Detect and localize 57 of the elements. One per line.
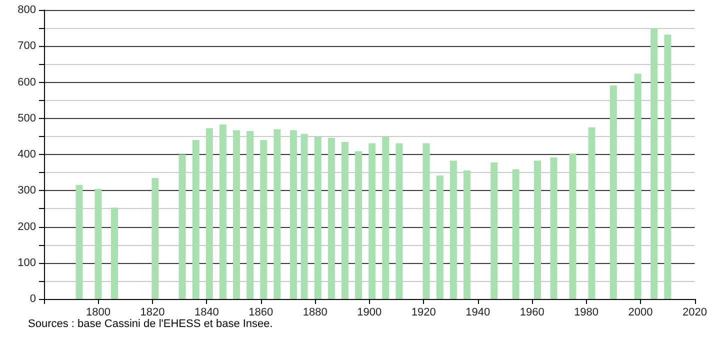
y-tick-label: 800: [18, 4, 36, 16]
bar: [246, 131, 254, 299]
bar: [490, 162, 498, 299]
bar: [610, 86, 617, 299]
y-tick-label: 0: [30, 293, 36, 305]
bar: [450, 160, 457, 299]
y-tick-label: 700: [18, 40, 36, 52]
bar: [111, 208, 118, 299]
y-tick-label: 300: [18, 184, 36, 197]
x-tick-label: 1980: [574, 306, 599, 318]
x-tick-label: 1840: [194, 306, 219, 318]
bar: [290, 130, 297, 299]
bar: [634, 74, 642, 299]
bar: [152, 178, 159, 299]
y-tick-label: 600: [18, 76, 36, 88]
x-tick-label: 2020: [682, 306, 708, 318]
bar: [328, 138, 335, 299]
bar: [368, 143, 376, 299]
bar: [550, 157, 558, 299]
x-tick-label: 1920: [411, 306, 436, 318]
bar: [300, 134, 308, 299]
bar: [274, 129, 281, 299]
bar: [463, 170, 470, 299]
x-tick-label: 1900: [357, 306, 382, 318]
bar: [206, 128, 213, 299]
bar: [94, 188, 102, 299]
bar: [396, 143, 403, 299]
bar: [219, 124, 226, 299]
x-tick-label: 1960: [520, 306, 544, 318]
bar: [178, 154, 186, 299]
bar: [534, 160, 541, 299]
bar: [650, 28, 658, 299]
y-tick-label: 200: [18, 220, 36, 233]
bar: [436, 175, 444, 299]
bar: [512, 169, 520, 299]
bar: [341, 142, 348, 299]
x-tick-label: 1860: [248, 306, 274, 318]
bar: [314, 136, 322, 299]
y-tick-label: 100: [18, 256, 36, 269]
bar: [569, 153, 576, 299]
y-tick-label: 400: [18, 148, 36, 160]
bar: [76, 184, 83, 299]
x-tick-label: 2000: [628, 306, 653, 318]
x-tick-label: 1800: [86, 306, 110, 318]
x-tick-label: 1880: [302, 306, 328, 318]
bar: [664, 34, 672, 299]
x-tick-label: 1820: [140, 306, 165, 318]
bar: [233, 130, 240, 299]
y-tick-label: 500: [18, 112, 36, 124]
bar: [355, 151, 362, 299]
bar: [260, 140, 268, 299]
x-tick-label: 1940: [466, 306, 490, 318]
bar: [422, 143, 430, 299]
bar: [588, 127, 596, 299]
bar: [192, 140, 200, 299]
source-note: Sources : base Cassini de l'EHESS et base Insee.: [28, 318, 274, 330]
bar: [382, 136, 390, 299]
